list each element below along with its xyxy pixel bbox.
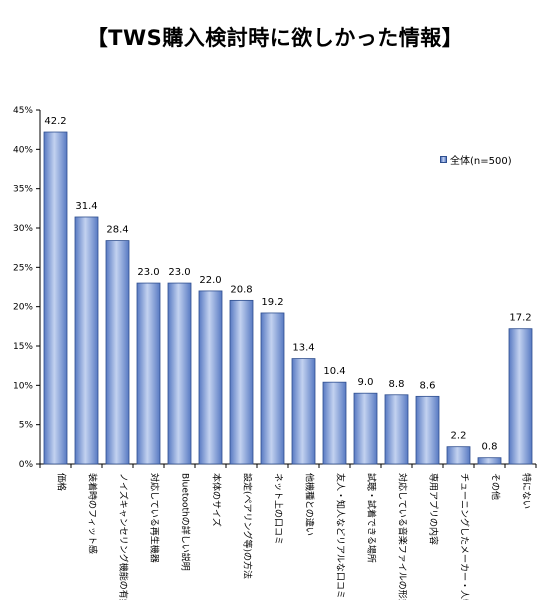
bar: [260, 312, 285, 465]
bar: [74, 216, 99, 465]
bar: [446, 446, 471, 465]
bar: [43, 131, 68, 465]
category-label: 友人・知人などリアルな口コミ: [335, 473, 347, 599]
y-tick-label: 15%: [13, 342, 33, 352]
value-label: 0.8: [482, 442, 498, 453]
bar: [105, 240, 130, 465]
category-label: 対応している再生機器: [149, 473, 161, 563]
bar: [353, 392, 378, 465]
category-label: 試聴・試着できる場所: [366, 473, 378, 563]
value-label: 8.8: [389, 379, 405, 390]
y-tick-label: 0%: [19, 460, 34, 470]
y-tick-label: 25%: [13, 263, 33, 273]
y-tick-label: 35%: [13, 185, 33, 195]
value-label: 19.2: [261, 297, 283, 308]
y-tick-label: 40%: [13, 145, 33, 155]
bar: [322, 381, 347, 465]
category-label: 本体のサイズ: [211, 473, 223, 527]
category-label: 装着時のフィット感: [87, 473, 99, 554]
y-tick-label: 20%: [13, 303, 33, 313]
category-label: 対応している音楽ファイルの形式: [397, 473, 409, 600]
category-label: チューニングしたメーカー・人物: [459, 473, 471, 600]
y-tick-label: 30%: [13, 224, 33, 234]
category-label: 設定(ペアリング等)の方法: [242, 473, 254, 579]
value-label: 10.4: [323, 366, 345, 377]
value-label: 8.6: [420, 380, 436, 391]
bar: [291, 358, 316, 465]
category-label: ノイズキャンセリング機能の有無: [118, 473, 130, 600]
y-tick-label: 10%: [13, 381, 33, 391]
category-label: 特にない: [521, 473, 533, 509]
category-label: 価格: [56, 473, 68, 491]
chart-legend: 全体(n=500): [440, 152, 512, 167]
value-label: 2.2: [451, 431, 467, 442]
value-label: 23.0: [137, 267, 159, 278]
value-label: 17.2: [509, 313, 531, 324]
bar: [167, 282, 192, 465]
bar: [477, 457, 502, 465]
bar: [136, 282, 161, 465]
category-label: 他機種との違い: [304, 473, 316, 536]
legend-label: 全体(n=500): [450, 156, 512, 167]
bar: [384, 394, 409, 465]
legend-swatch: [440, 156, 447, 163]
chart-title: 【TWS購入検討時に欲しかった情報】: [86, 26, 464, 50]
value-label: 28.4: [106, 225, 128, 236]
y-tick-label: 5%: [19, 421, 34, 431]
bar: [415, 395, 440, 465]
value-label: 20.8: [230, 284, 252, 295]
y-tick-label: 45%: [13, 106, 33, 116]
category-label: 専用アプリの内容: [428, 473, 440, 545]
value-label: 13.4: [292, 343, 314, 354]
value-label: 22.0: [199, 275, 221, 286]
value-label: 42.2: [44, 116, 66, 127]
bar: [229, 299, 254, 465]
category-label: その他: [490, 473, 502, 500]
category-label: ネット上の口コミ: [273, 473, 284, 545]
category-label: Bluetoothの詳しい説明: [180, 473, 192, 571]
value-label: 23.0: [168, 267, 190, 278]
bar: [198, 290, 223, 465]
value-label: 9.0: [358, 377, 374, 388]
value-label: 31.4: [75, 201, 97, 212]
bar: [508, 328, 533, 465]
